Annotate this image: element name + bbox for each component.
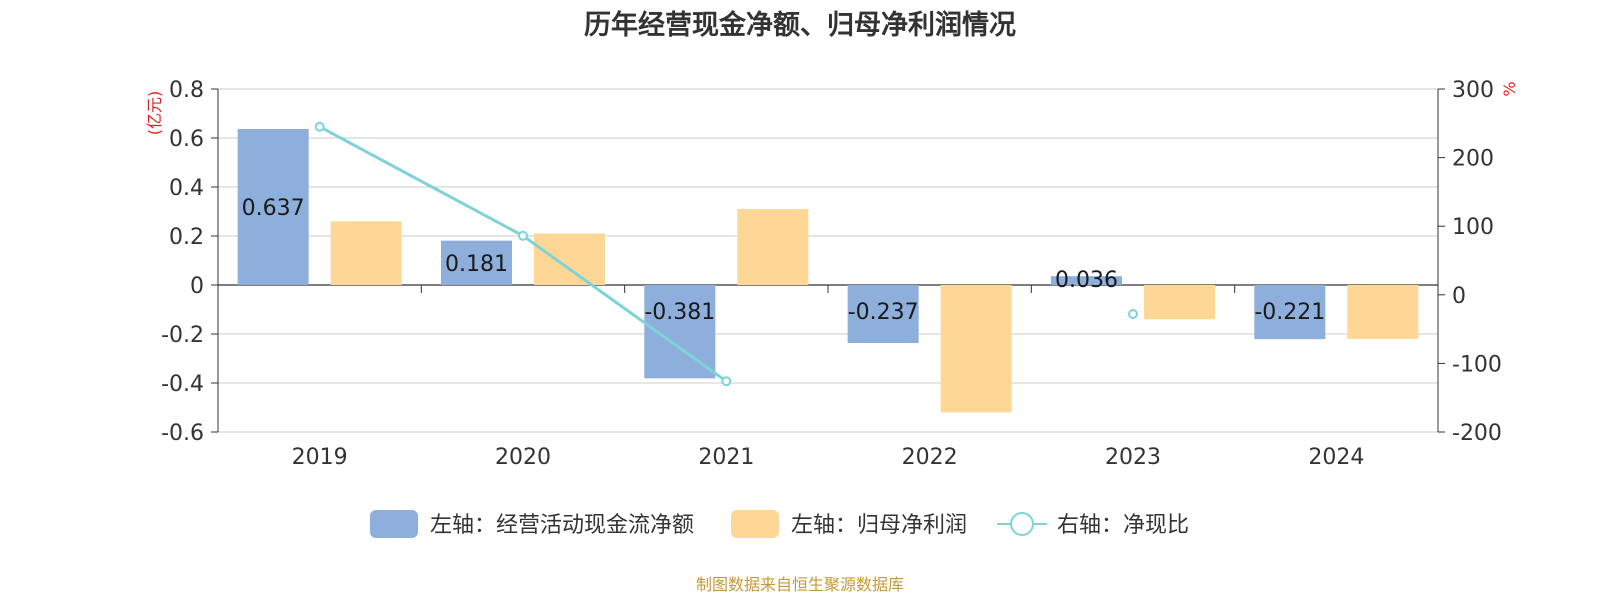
bars	[237, 128, 1419, 413]
cashflow-data-label: -0.381	[644, 300, 715, 325]
chart-title: 历年经营现金净额、归母净利润情况	[584, 9, 1016, 41]
legend-swatch	[731, 510, 779, 538]
net-profit-bar[interactable]	[940, 285, 1012, 413]
category-label: 2024	[1308, 445, 1364, 470]
legend-swatch	[370, 510, 418, 538]
legend[interactable]: 左轴：经营活动现金流净额 左轴：归母净利润 右轴：净现比	[370, 510, 1189, 538]
cashflow-data-label: 0.036	[1055, 268, 1118, 293]
right-tick-label: 100	[1452, 215, 1494, 240]
right-axis-unit: %	[1500, 81, 1519, 96]
data-labels: 0.637 0.181 -0.381 -0.237 0.036 -0.221	[242, 196, 1326, 325]
net-profit-bar[interactable]	[330, 221, 402, 285]
cashflow-bar[interactable]	[847, 285, 919, 344]
axes: 0.8 0.6 0.4 0.2 0 -0.2 -0.4 -0.6 300 200 100 0 -100 -…	[145, 78, 1519, 470]
ratio-point[interactable]	[518, 230, 528, 241]
category-label: 2019	[292, 445, 348, 470]
cashflow-data-label: 0.637	[242, 196, 305, 221]
left-tick-label: 0.6	[169, 127, 204, 152]
category-label: 2023	[1105, 445, 1161, 470]
left-axis-unit: (亿元)	[145, 91, 164, 136]
category-label: 2022	[902, 445, 958, 470]
legend-item-2[interactable]: 左轴：归母净利润	[731, 510, 967, 538]
right-tick-label: 200	[1452, 147, 1494, 172]
category-label: 2021	[698, 445, 754, 470]
cashflow-data-label: 0.181	[445, 252, 508, 277]
left-tick-label: 0.8	[169, 78, 204, 103]
cashflow-data-label: -0.221	[1254, 300, 1325, 325]
legend-item-1[interactable]: 左轴：经营活动现金流净额	[370, 510, 694, 538]
net-profit-bar[interactable]	[1347, 285, 1419, 339]
legend-marker	[1010, 512, 1034, 536]
legend-label: 左轴：归母净利润	[791, 513, 967, 538]
legend-item-3[interactable]: 右轴：净现比	[997, 512, 1189, 538]
left-tick-label: 0	[190, 274, 204, 299]
cashflow-bar[interactable]	[237, 128, 309, 285]
ratio-line	[314, 121, 1138, 387]
net-profit-bar[interactable]	[534, 233, 605, 285]
cashflow-bar[interactable]	[1051, 276, 1122, 285]
net-profit-bar[interactable]	[737, 209, 809, 285]
net-profit-bar[interactable]	[1144, 285, 1215, 320]
left-tick-label: 0.2	[169, 225, 204, 250]
cashflow-bar[interactable]	[1254, 285, 1326, 340]
right-tick-label: 0	[1452, 284, 1466, 309]
right-tick-label: -200	[1452, 421, 1502, 446]
ratio-point[interactable]	[314, 121, 325, 132]
left-tick-label: -0.4	[161, 372, 204, 397]
right-tick-label: 300	[1452, 78, 1494, 103]
category-label: 2020	[495, 445, 551, 470]
left-tick-label: -0.6	[161, 421, 204, 446]
right-tick-label: -100	[1452, 352, 1502, 377]
left-tick-label: -0.2	[161, 323, 204, 348]
cashflow-bar[interactable]	[441, 240, 512, 285]
ratio-point[interactable]	[721, 376, 732, 387]
legend-label: 右轴：净现比	[1057, 513, 1189, 538]
ratio-point[interactable]	[1128, 309, 1138, 320]
footer-source: 制图数据来自恒生聚源数据库	[696, 575, 904, 594]
legend-label: 左轴：经营活动现金流净额	[430, 513, 694, 538]
cashflow-data-label: -0.237	[848, 300, 919, 325]
left-tick-label: 0.4	[169, 176, 204, 201]
